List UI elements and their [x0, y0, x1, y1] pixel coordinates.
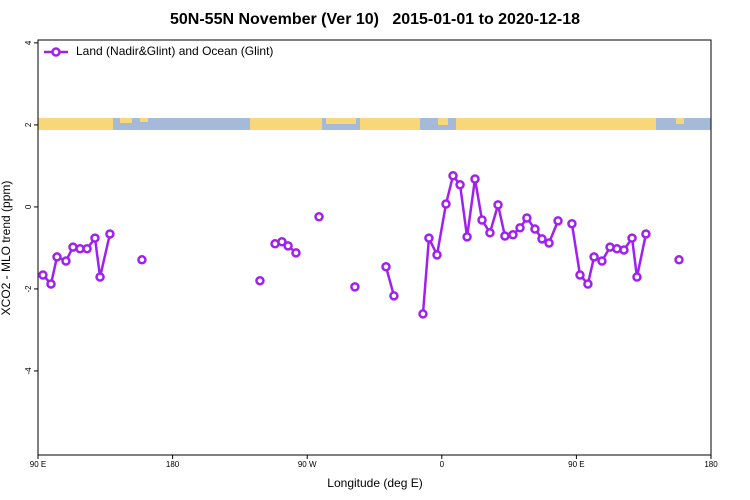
point	[627, 233, 637, 243]
point	[553, 216, 563, 226]
x-tick-label: 180	[166, 460, 180, 469]
y-tick-label: -4	[24, 367, 33, 375]
point	[530, 224, 540, 234]
plot-frame	[37, 39, 712, 456]
x-tick-label: 180	[704, 460, 718, 469]
y-axis-label: XCO2 - MLO trend (ppm)	[0, 181, 13, 316]
x-tick-label: 90 E	[568, 460, 584, 469]
point	[137, 255, 147, 265]
y-tick-label: 0	[24, 204, 33, 209]
point	[470, 174, 480, 184]
point	[38, 270, 48, 280]
point	[500, 231, 510, 241]
point	[277, 237, 287, 247]
x-tick-label: 90 E	[30, 460, 46, 469]
chart-title: 50N-55N November (Ver 10) 2015-01-01 to …	[170, 11, 580, 28]
point	[597, 256, 607, 266]
legend-label: Land (Nadir&Glint) and Ocean (Glint)	[76, 44, 273, 58]
y-tick-label: 4	[24, 40, 33, 45]
point	[641, 229, 651, 239]
x-tick-label: 90 W	[298, 460, 317, 469]
point	[82, 243, 92, 254]
point	[61, 256, 71, 266]
point	[432, 250, 442, 260]
y-tick-label: -2	[24, 285, 33, 293]
point	[674, 255, 684, 265]
point	[508, 230, 518, 240]
point	[485, 227, 495, 238]
point	[46, 279, 56, 289]
point	[522, 213, 532, 223]
series-line	[43, 176, 679, 314]
point	[583, 279, 593, 289]
point	[389, 291, 399, 301]
point	[493, 200, 503, 210]
point	[448, 170, 458, 181]
point	[291, 248, 301, 258]
point	[515, 223, 525, 233]
point	[105, 229, 115, 239]
point	[455, 180, 465, 190]
point	[575, 270, 585, 280]
point	[314, 211, 324, 222]
point	[52, 252, 62, 262]
point	[424, 233, 434, 243]
point	[381, 262, 391, 272]
x-axis-label: Longitude (deg E)	[327, 476, 422, 490]
x-tick-label: 0	[440, 460, 445, 469]
y-tick-label: 2	[24, 122, 33, 127]
point	[477, 215, 487, 225]
point	[567, 218, 577, 229]
point	[441, 199, 451, 209]
legend-marker	[51, 47, 61, 57]
point	[418, 309, 428, 319]
point	[462, 232, 472, 242]
point	[350, 282, 360, 292]
point	[255, 275, 265, 286]
point	[537, 234, 547, 244]
point	[589, 252, 599, 262]
point	[95, 272, 105, 282]
point	[632, 272, 642, 282]
point	[619, 245, 629, 255]
point	[544, 238, 554, 248]
point	[90, 233, 100, 243]
land-ocean-band	[38, 118, 711, 130]
point	[283, 241, 293, 251]
